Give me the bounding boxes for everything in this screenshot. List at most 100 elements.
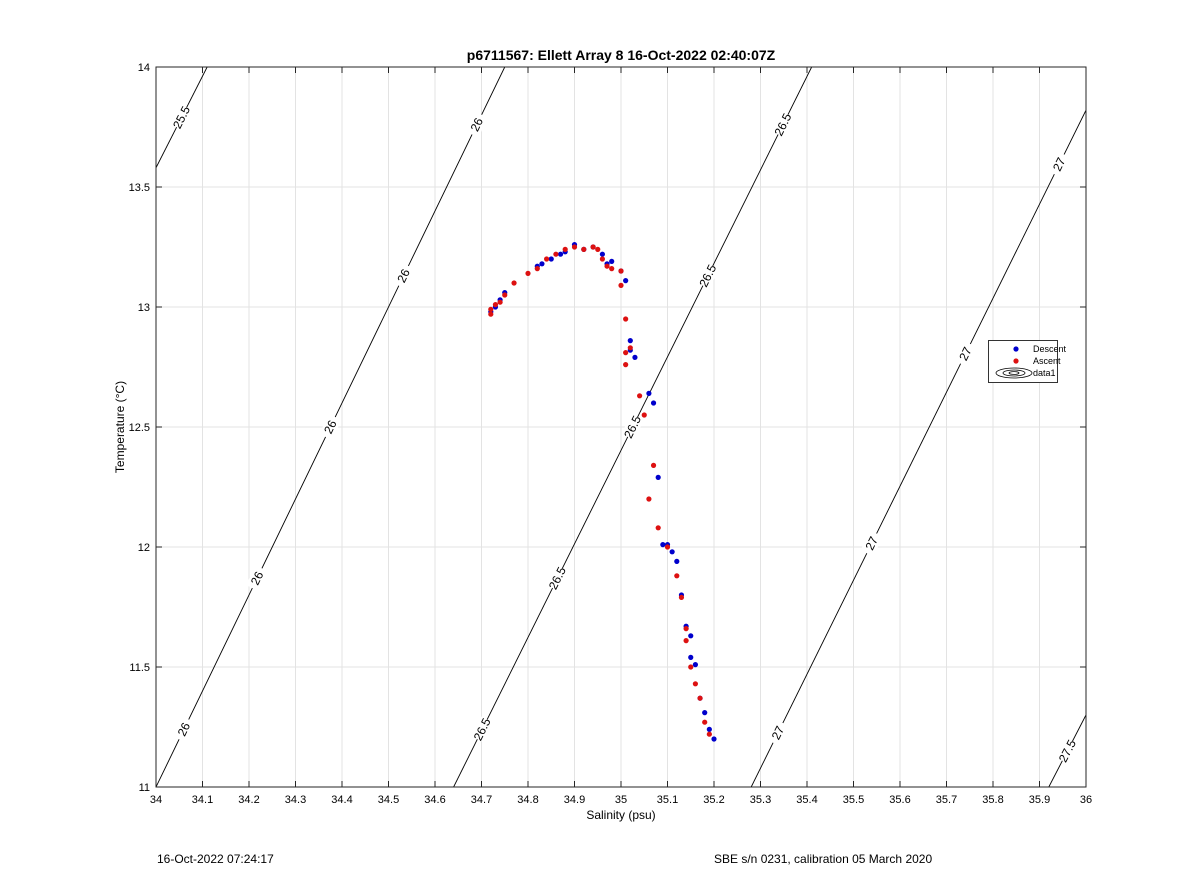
contour-label-bg — [1048, 151, 1071, 178]
legend-label-descent: Descent — [1033, 344, 1067, 354]
contour-label-bg — [621, 414, 644, 440]
y-tick-label: 13.5 — [129, 182, 150, 194]
x-tick-label: 35.3 — [750, 794, 771, 806]
x-tick-label: 35.1 — [657, 794, 678, 806]
contour-label: 26 — [175, 720, 194, 738]
point-ascent — [688, 664, 694, 670]
x-tick-label: 35.4 — [796, 794, 817, 806]
x-tick-label: 34.3 — [285, 794, 306, 806]
legend-label-data1: data1 — [1033, 368, 1056, 378]
point-descent — [669, 549, 675, 555]
y-tick-label: 12 — [138, 542, 150, 554]
point-ascent — [609, 266, 615, 272]
point-ascent — [623, 316, 629, 322]
isopycnal-line — [750, 110, 1086, 787]
contour-label: 26 — [468, 115, 487, 133]
contour-label-bg — [471, 716, 494, 743]
point-ascent — [683, 626, 689, 632]
point-descent — [688, 654, 694, 661]
contour-label: 26 — [248, 569, 267, 587]
point-ascent — [488, 311, 494, 317]
data-points — [488, 242, 717, 742]
legend-item-data1: data1 — [989, 367, 1057, 379]
point-ascent — [692, 681, 699, 687]
point-ascent — [650, 462, 657, 468]
contour-label-bg — [246, 565, 269, 592]
x-tick-label: 34.9 — [564, 794, 585, 806]
point-ascent — [623, 362, 629, 368]
point-ascent — [599, 256, 606, 262]
contour-label-bg — [771, 111, 795, 138]
x-tick-label: 35.6 — [889, 794, 910, 806]
contour-label-bg — [766, 719, 790, 746]
point-ascent — [590, 244, 596, 250]
x-tick-label: 35.7 — [936, 794, 957, 806]
point-descent — [702, 710, 708, 716]
point-ascent — [697, 695, 703, 701]
point-ascent — [553, 251, 559, 257]
point-ascent — [562, 246, 568, 252]
point-ascent — [525, 270, 531, 276]
x-tick-label: 34.2 — [238, 794, 259, 806]
point-descent — [692, 662, 699, 668]
x-tick-label: 34.7 — [471, 794, 492, 806]
contour-icon — [995, 367, 1033, 379]
point-descent — [706, 726, 712, 733]
point-descent — [711, 736, 717, 742]
point-descent — [548, 256, 554, 262]
contour-label-bg — [465, 111, 488, 138]
x-tick-label: 35.9 — [1029, 794, 1050, 806]
x-tick-label: 34.6 — [424, 794, 445, 806]
contour-label-bg — [319, 414, 342, 440]
point-ascent — [544, 256, 550, 262]
point-ascent — [637, 393, 643, 399]
point-descent — [632, 354, 638, 360]
point-descent — [674, 558, 680, 565]
x-tick-label: 35.5 — [843, 794, 864, 806]
point-ascent — [678, 594, 685, 601]
legend-marker-descent — [1013, 346, 1019, 352]
y-tick-label: 11 — [139, 782, 150, 794]
axis-ticks: 34 34.1 34.2 34.3 34.4 34.5 34.6 34.7 34.8 34.9 35… — [129, 62, 1093, 806]
point-ascent — [702, 719, 708, 725]
x-tick-label: 36 — [1080, 794, 1092, 806]
point-ascent — [618, 268, 624, 274]
x-tick-label: 34 — [150, 794, 162, 806]
x-tick-label: 35.8 — [982, 794, 1003, 806]
contour-label: 27 — [1050, 155, 1069, 173]
point-descent — [539, 261, 545, 267]
x-tick-label: 35 — [615, 794, 627, 806]
x-tick-label: 34.8 — [517, 794, 538, 806]
point-ascent — [623, 350, 629, 356]
point-descent — [660, 542, 666, 548]
contour-label: 27 — [862, 534, 881, 552]
contour-labels: 25.5262626262626.526.526.526.526.5272727… — [170, 104, 1079, 765]
grid — [155, 66, 1087, 788]
y-tick-label: 11.5 — [129, 662, 150, 674]
legend-marker-ascent — [1013, 358, 1019, 364]
chart-title: p6711567: Ellett Array 8 16-Oct-2022 02:… — [467, 47, 776, 63]
point-ascent — [581, 246, 587, 252]
point-ascent — [674, 573, 680, 579]
contour-label-bg — [860, 530, 883, 557]
contour-label-bg — [392, 262, 415, 289]
point-descent — [655, 474, 661, 480]
point-ascent — [618, 282, 624, 288]
contour-label: 26 — [394, 266, 413, 284]
point-descent — [650, 400, 657, 406]
contour-label: 26 — [321, 418, 340, 436]
point-ascent — [502, 292, 508, 298]
point-ascent — [488, 306, 494, 312]
point-descent — [609, 258, 615, 264]
legend: Descent Ascent data1 — [988, 340, 1066, 383]
point-ascent — [646, 496, 652, 502]
y-axis-label: Temperature (°C) — [113, 381, 127, 473]
contour-label-bg — [546, 565, 569, 592]
legend-item-ascent: Ascent — [989, 355, 1061, 367]
x-tick-label: 34.4 — [331, 794, 352, 806]
point-ascent — [655, 525, 661, 531]
point-descent — [688, 633, 694, 639]
contour-label-bg — [696, 262, 719, 289]
x-axis-label: Salinity (psu) — [586, 808, 655, 822]
